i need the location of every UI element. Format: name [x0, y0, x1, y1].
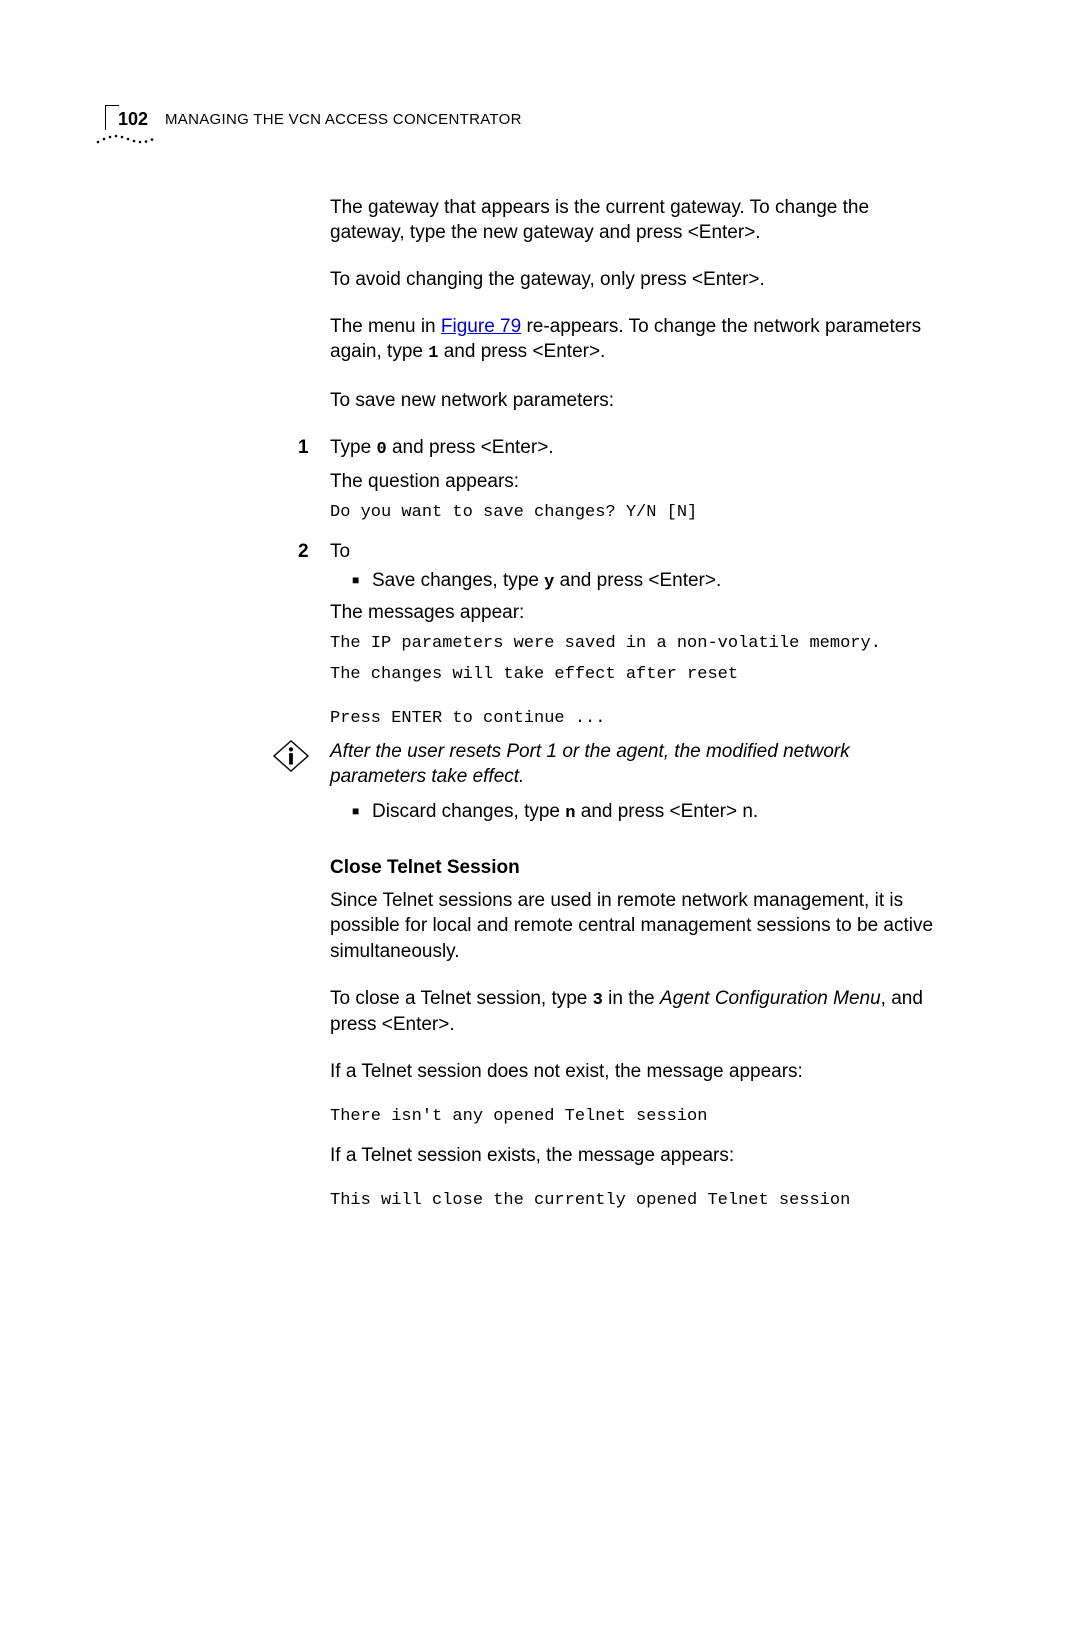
bullet-discard: ■ Discard changes, type n and press <Ent… [352, 799, 948, 825]
t: in the [603, 988, 660, 1009]
page-number: 102 [118, 109, 148, 130]
rh-rest: ANAGING THE [178, 111, 284, 128]
bullet-save-text: Save changes, type y and press <Enter>. [372, 568, 721, 594]
para-gateway: The gateway that appears is the current … [330, 195, 948, 245]
info-icon [272, 739, 310, 773]
close-p2: To close a Telnet session, type 3 in the… [330, 986, 948, 1038]
info-note: After the user resets Port 1 or the agen… [330, 739, 948, 789]
t: Discard changes, type [372, 801, 565, 822]
bullet-icon: ■ [352, 568, 372, 594]
step-1-code: Do you want to save changes? Y/N [N] [330, 502, 948, 524]
bullet-discard-text: Discard changes, type n and press <Enter… [372, 799, 758, 825]
t: Type [330, 437, 376, 458]
step-1-body: Type 0 and press <Enter>. The question a… [330, 435, 948, 533]
rh-cc: CCESS [335, 111, 388, 128]
step-2-body: To ■ Save changes, type y and press <Ent… [330, 539, 948, 830]
content-column: The gateway that appears is the current … [330, 195, 948, 1220]
mono-0: 0 [376, 440, 386, 459]
mono-n: n [565, 804, 575, 823]
mono-3: 3 [593, 991, 603, 1010]
rh-m: M [165, 111, 178, 128]
step-2-msgs: The messages appear: [330, 600, 948, 625]
header-rule [105, 105, 119, 130]
t: and press <Enter>. [387, 437, 554, 458]
agent-menu: Agent Configuration Menu [660, 988, 881, 1009]
step-2-code3: Press ENTER to continue ... [330, 708, 948, 730]
mono-1: 1 [428, 344, 438, 363]
step-1: 1 Type 0 and press <Enter>. The question… [330, 435, 948, 533]
info-note-text: After the user resets Port 1 or the agen… [330, 739, 948, 789]
rh-c2: C [388, 111, 404, 128]
step-2-to: To [330, 541, 350, 562]
t: and press <Enter> n. [575, 801, 758, 822]
bullet-save: ■ Save changes, type y and press <Enter>… [352, 568, 948, 594]
step-2-code2: The changes will take effect after reset [330, 664, 948, 686]
t: Save changes, type [372, 570, 544, 591]
close-code1: There isn't any opened Telnet session [330, 1106, 948, 1128]
bullet-icon: ■ [352, 799, 372, 825]
rh-onc: ONCENTRATOR [404, 111, 522, 128]
running-head: MANAGING THE VCN ACCESS CONCENTRATOR [165, 111, 522, 128]
t: and press <Enter>. [554, 570, 721, 591]
close-p4: If a Telnet session exists, the message … [330, 1143, 948, 1168]
step-2: 2 To ■ Save changes, type y and press <E… [330, 539, 948, 830]
mono-y: y [544, 573, 554, 592]
t: and press <Enter>. [438, 341, 605, 362]
para-menu: The menu in Figure 79 re-appears. To cha… [330, 314, 948, 366]
page: 102 MANAGING THE VCN ACCESS CONCENTRATOR… [0, 0, 1080, 1636]
close-code2: This will close the currently opened Tel… [330, 1190, 948, 1212]
step-2-num: 2 [298, 539, 330, 830]
para-avoid: To avoid changing the gateway, only pres… [330, 267, 948, 292]
header-dots-icon [95, 130, 157, 146]
close-p3: If a Telnet session does not exist, the … [330, 1059, 948, 1084]
rh-vcn: VCN A [284, 111, 335, 128]
t: To close a Telnet session, type [330, 988, 593, 1009]
t: The menu in [330, 316, 441, 337]
close-p1: Since Telnet sessions are used in remote… [330, 888, 948, 963]
step-1-num: 1 [298, 435, 330, 533]
step-2-code1: The IP parameters were saved in a non-vo… [330, 633, 948, 655]
para-save-intro: To save new network parameters: [330, 388, 948, 413]
step-1-q: The question appears: [330, 469, 948, 494]
heading-close-telnet: Close Telnet Session [330, 855, 948, 880]
figure-79-link[interactable]: Figure 79 [441, 316, 521, 337]
